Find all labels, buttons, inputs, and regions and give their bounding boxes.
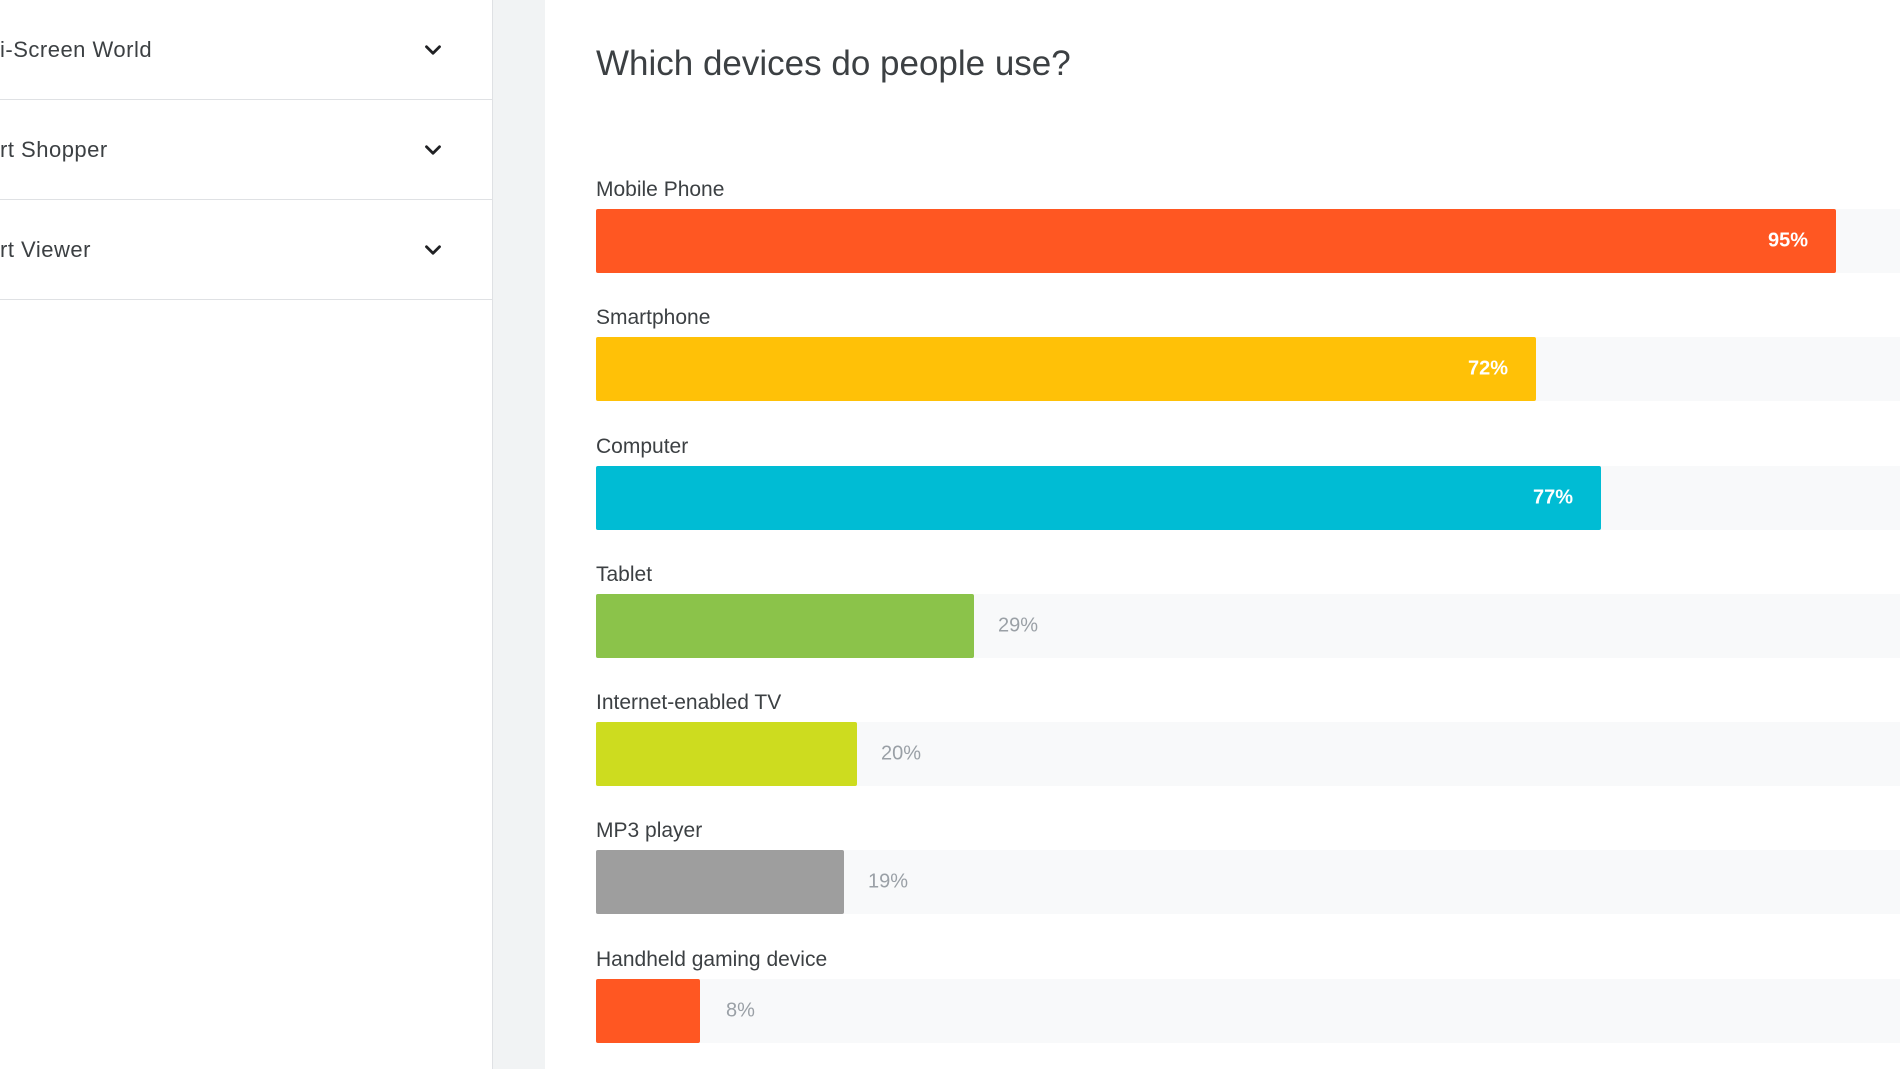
device-bar [596, 722, 857, 787]
device-label: Tablet [596, 562, 653, 586]
device-row: Mobile PhoneHide95% [596, 174, 1900, 302]
percentage-label: 77% [1533, 486, 1574, 509]
device-bar [596, 209, 1836, 273]
device-bar [596, 465, 1601, 530]
device-row: ComputerHide77% [596, 431, 1900, 559]
percentage-label: 95% [1768, 229, 1809, 252]
sidebar-item-label: i-Screen World [0, 36, 153, 62]
sidebar-item-smart-shopper[interactable]: rt Shopper [0, 100, 492, 200]
device-label: Computer [596, 434, 689, 458]
device-bar [596, 978, 700, 1043]
device-row: Handheld gaming deviceHide8% [596, 944, 1900, 1069]
chevron-down-icon[interactable] [420, 137, 446, 163]
bar-track: 95% [596, 209, 1900, 273]
device-row: TabletHide29% [596, 559, 1900, 687]
bar-track: 77% [596, 465, 1900, 530]
bar-track: 29% [596, 593, 1900, 658]
sidebar: i-Screen World rt Shopper rt Viewer [0, 0, 493, 1069]
chevron-down-icon[interactable] [420, 37, 446, 63]
device-label: Smartphone [596, 306, 711, 330]
bar-track: 72% [596, 337, 1900, 402]
percentage-label: 29% [998, 614, 1039, 637]
device-label: Mobile Phone [596, 178, 725, 201]
device-row: Internet-enabled TVHide20% [596, 687, 1900, 815]
sidebar-item-multi-screen-world[interactable]: i-Screen World [0, 0, 492, 100]
bar-track: 19% [596, 850, 1900, 915]
sidebar-item-smart-viewer[interactable]: rt Viewer [0, 200, 492, 300]
percentage-label: 8% [726, 999, 755, 1022]
main-panel: Which devices do people use? Mobile Phon… [545, 0, 1900, 1069]
device-bar [596, 593, 974, 658]
content-gutter [493, 0, 545, 1069]
percentage-label: 20% [881, 742, 922, 765]
device-row: MP3 playerHide19% [596, 815, 1900, 943]
device-label: Internet-enabled TV [596, 691, 782, 715]
percentage-label: 19% [868, 870, 909, 893]
chevron-down-icon[interactable] [420, 237, 446, 263]
device-bar [596, 337, 1536, 402]
percentage-label: 72% [1468, 357, 1509, 380]
device-bar [596, 850, 844, 915]
bar-track: 8% [596, 978, 1900, 1043]
bar-track: 20% [596, 722, 1900, 787]
sidebar-item-label: rt Viewer [0, 236, 91, 262]
sidebar-item-label: rt Shopper [0, 136, 108, 162]
device-row: SmartphoneHide72% [596, 302, 1900, 430]
device-label: Handheld gaming device [596, 947, 828, 971]
page-title: Which devices do people use? [596, 44, 1071, 83]
device-usage-chart: Mobile PhoneHide95%SmartphoneHide72%Comp… [596, 174, 1900, 1069]
device-label: MP3 player [596, 819, 703, 843]
